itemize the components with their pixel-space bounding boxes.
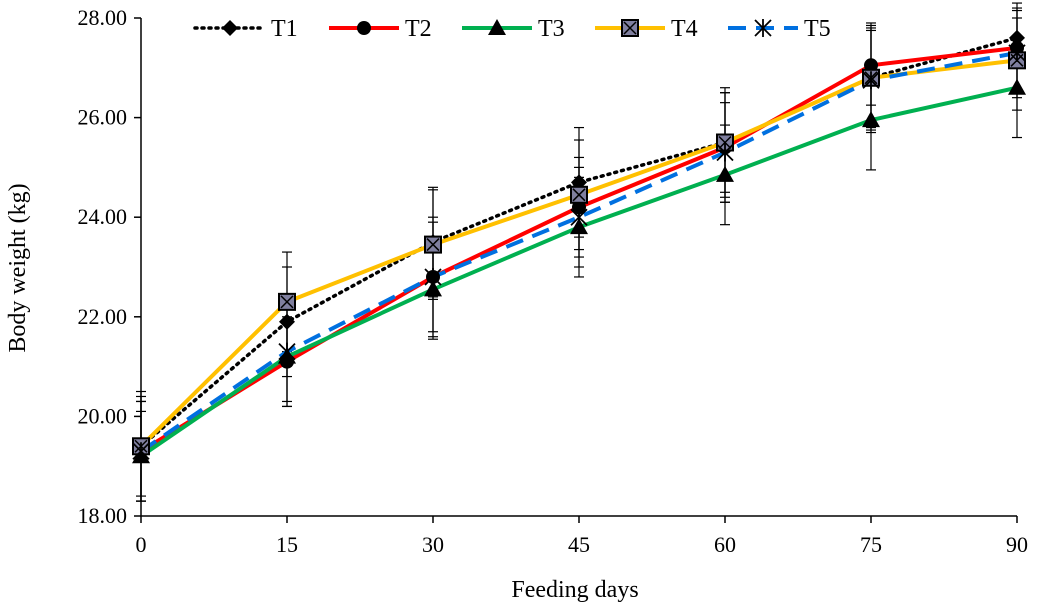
y-tick-label: 18.00 [78, 503, 128, 528]
legend-marker-t5 [754, 19, 772, 37]
marker-square-cross [623, 21, 637, 35]
data-point-t5 [424, 267, 442, 286]
data-point-t5 [1008, 43, 1026, 62]
legend-item-t4: T4 [595, 16, 698, 42]
data-point-t3 [1008, 78, 1026, 95]
y-tick-label: 28.00 [78, 5, 128, 30]
y-tick-label: 20.00 [78, 403, 128, 428]
data-point-t4 [424, 235, 442, 254]
data-point-t4 [570, 185, 588, 204]
axes-layer: 18.00 20.00 22.00 24.00 26.00 28.00 0 15 30 45 60 7… [78, 5, 1029, 557]
y-tick-label: 22.00 [78, 304, 128, 329]
x-axis-title: Feeding days [511, 577, 638, 603]
legend-item-t1: T1 [193, 16, 298, 42]
data-point-t5 [716, 143, 734, 162]
legend-label-t2: T2 [405, 16, 432, 42]
legend-label-t4: T4 [671, 16, 698, 42]
data-point-t5 [278, 342, 296, 361]
data-point-t4 [278, 292, 296, 311]
x-tick-label: 0 [136, 532, 147, 557]
x-tick-label: 75 [860, 532, 882, 557]
marker-square-cross [280, 295, 294, 309]
y-axis-title: Body weight (kg) [5, 183, 31, 352]
marker-square-cross [572, 188, 586, 202]
y-tick-label: 26.00 [78, 105, 128, 130]
data-point-t5 [132, 442, 150, 461]
data-point-t5 [570, 208, 588, 227]
markers-layer [132, 29, 1026, 464]
data-point-t1 [279, 313, 295, 330]
legend-marker-t1 [222, 20, 238, 36]
x-tick-label: 60 [714, 532, 736, 557]
data-point-t1 [1009, 29, 1025, 46]
marker-square-cross [718, 135, 732, 150]
legend: T1 T2 T3 T4 T5 [193, 16, 831, 42]
data-point-t3 [862, 111, 880, 128]
x-tick-label: 90 [1006, 532, 1028, 557]
data-point-t5 [862, 71, 880, 90]
legend-item-t3: T3 [462, 16, 565, 42]
x-tick-label: 30 [422, 532, 444, 557]
legend-label-t5: T5 [804, 16, 831, 42]
legend-item-t5: T5 [728, 16, 831, 42]
data-point-t4 [716, 133, 734, 152]
y-tick-label: 24.00 [78, 204, 128, 229]
legend-marker-t4 [621, 19, 639, 37]
x-tick-label: 45 [568, 532, 590, 557]
marker-square-cross [426, 238, 440, 252]
error-bars-layer [136, 2, 1022, 502]
legend-marker-t3 [488, 19, 506, 35]
legend-label-t3: T3 [538, 16, 565, 42]
legend-item-t2: T2 [329, 16, 432, 42]
legend-label-t1: T1 [271, 16, 298, 42]
data-point-t3 [424, 280, 442, 297]
data-point-t3 [716, 165, 734, 182]
legend-marker-t2 [357, 21, 371, 35]
x-tick-label: 15 [276, 532, 298, 557]
